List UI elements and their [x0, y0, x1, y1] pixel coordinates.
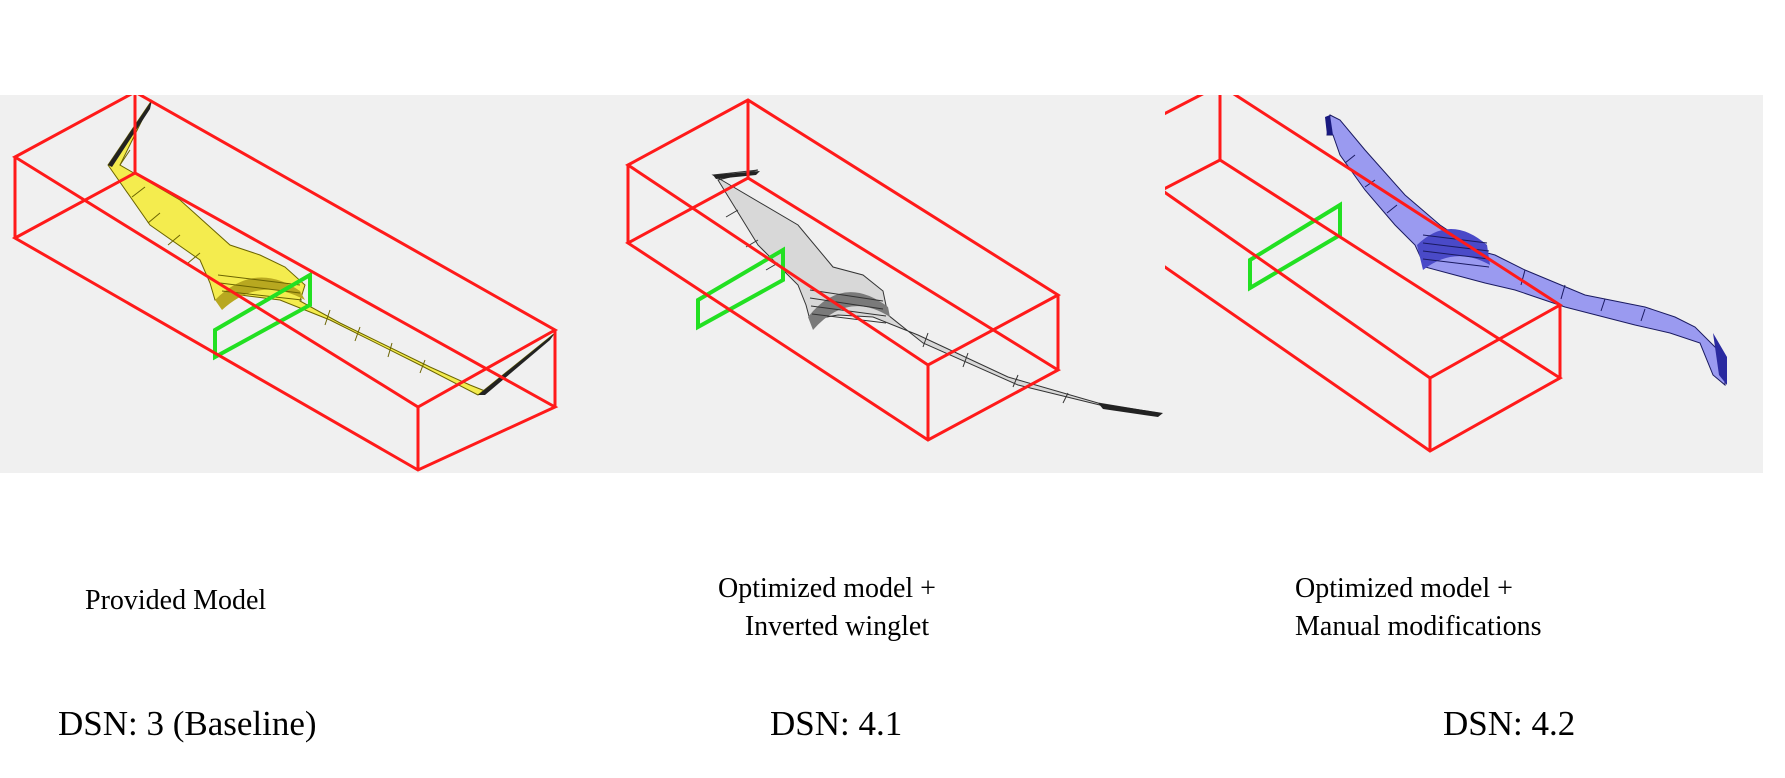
viewport-background [1165, 95, 1763, 473]
model-view-manual-modifications [1165, 95, 1765, 475]
caption-line: Optimized model + [718, 573, 936, 604]
model-render-manual-modifications [1165, 95, 1763, 473]
caption-manual-modifications: Optimized model + Manual modifications [1295, 570, 1542, 646]
aircraft-model [1325, 114, 1727, 387]
dsn-label-4-1: DSN: 4.1 [770, 704, 903, 743]
model-render-inverted-winglet [598, 95, 1166, 473]
caption-line: Provided Model [85, 585, 267, 616]
section-frame [1248, 201, 1342, 292]
caption-line: Inverted winglet [744, 611, 930, 642]
bounding-box [625, 98, 1061, 442]
section-frame [213, 271, 312, 361]
viewport-background [598, 95, 1166, 473]
section-frame [696, 246, 785, 331]
caption-provided-model: Provided Model [85, 582, 266, 620]
model-view-inverted-winglet [598, 95, 1168, 475]
caption-inverted-winglet: Optimized model + Inverted winglet [718, 570, 936, 646]
caption-line: Optimized model + [1295, 573, 1513, 604]
dsn-label-baseline: DSN: 3 (Baseline) [58, 704, 317, 743]
caption-line: Manual modifications [1295, 611, 1542, 642]
model-view-provided [0, 95, 600, 475]
dsn-label-4-2: DSN: 4.2 [1443, 704, 1576, 743]
bounding-box [11, 95, 559, 472]
aircraft-model [107, 99, 556, 396]
bounding-box [1165, 95, 1563, 453]
model-render-provided [0, 95, 598, 473]
